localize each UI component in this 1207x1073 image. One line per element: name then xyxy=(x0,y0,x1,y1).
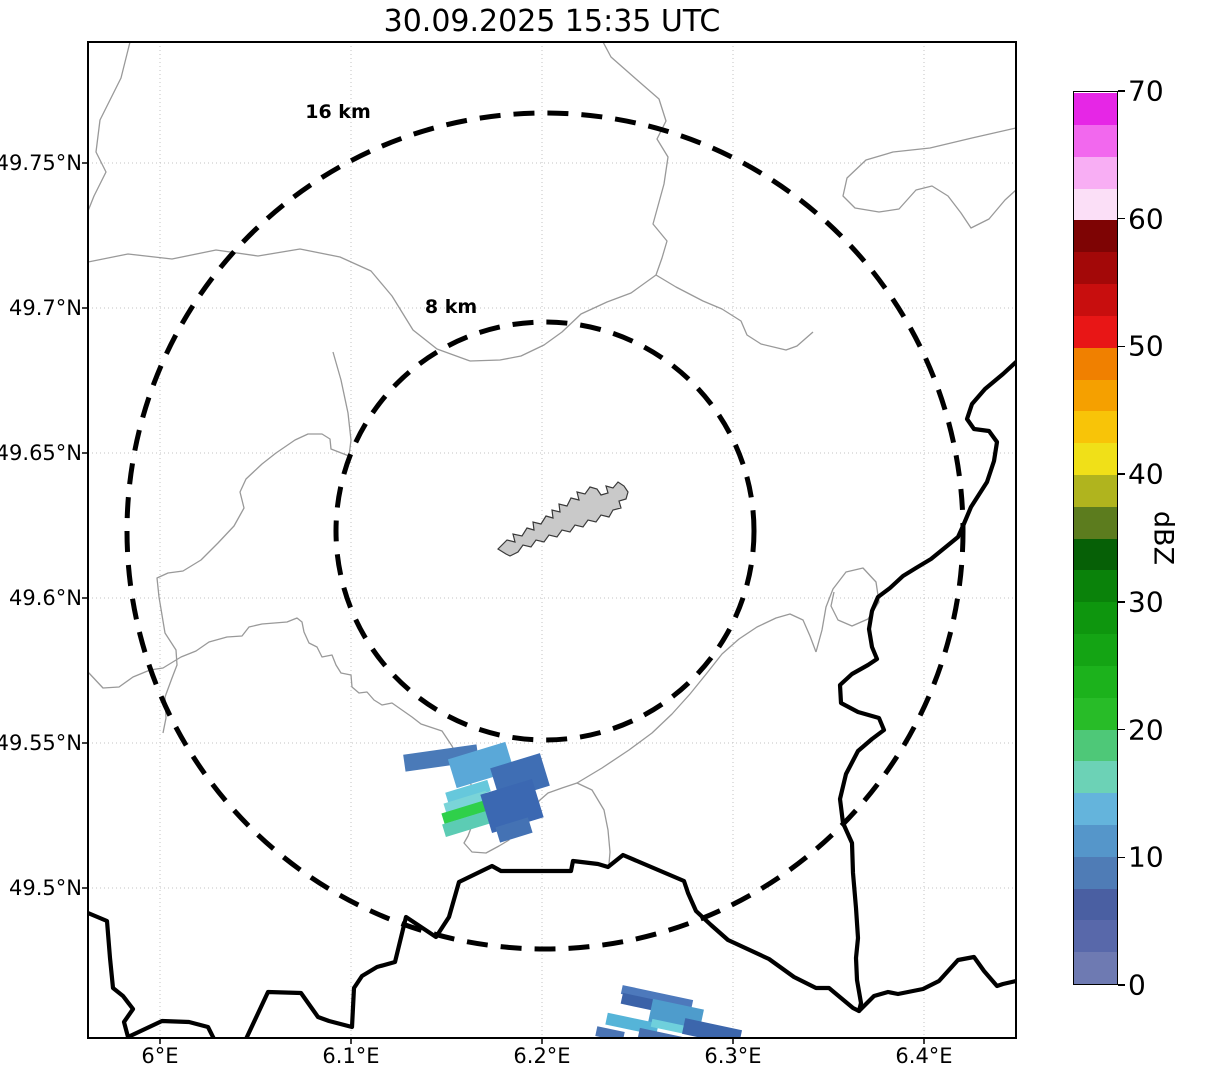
colorbar-cell xyxy=(1074,601,1117,635)
colorbar-cell xyxy=(1074,569,1117,603)
river-line xyxy=(842,127,1016,229)
radar-echo-cell xyxy=(443,790,489,814)
colorbar-cell xyxy=(1074,474,1117,507)
country-border-line xyxy=(244,359,1016,1038)
colorbar-axis-label: dBZ xyxy=(1147,510,1179,566)
range-ring-label-16km: 16 km xyxy=(305,101,371,123)
radar-echo-cell xyxy=(495,817,533,843)
radar-echo-cell xyxy=(441,800,489,824)
river-line xyxy=(469,274,657,362)
colorbar-tick-label: 70 xyxy=(1128,74,1164,108)
colorbar-tick-label: 60 xyxy=(1128,202,1164,236)
radar-echo-cell xyxy=(620,985,694,1009)
colorbar-tick-label: 40 xyxy=(1128,457,1164,491)
radar-echo-cell xyxy=(403,744,479,772)
colorbar xyxy=(1073,91,1118,985)
colorbar-tick xyxy=(1118,984,1125,986)
colorbar-cell xyxy=(1074,92,1117,126)
airport-area-polygon xyxy=(497,481,629,557)
river-line xyxy=(602,42,669,276)
colorbar-cell xyxy=(1074,442,1117,475)
y-tick-label: 49.55°N xyxy=(0,731,82,755)
radar-echo-cell xyxy=(595,1026,625,1038)
x-tick-label: 6.2°E xyxy=(513,1044,571,1068)
river-line xyxy=(156,351,352,734)
colorbar-tick-label: 0 xyxy=(1128,968,1146,1002)
colorbar-cell xyxy=(1074,887,1117,921)
colorbar-tick xyxy=(1118,217,1125,220)
colorbar-cell xyxy=(1074,919,1117,953)
colorbar-cell xyxy=(1074,378,1117,412)
y-tick-label: 49.75°N xyxy=(0,151,82,175)
range-ring-label-8km: 8 km xyxy=(424,296,478,318)
colorbar-tick xyxy=(1118,90,1125,92)
y-tick-label: 49.7°N xyxy=(9,296,82,320)
colorbar-tick xyxy=(1118,601,1125,603)
colorbar-cell xyxy=(1074,347,1117,380)
x-tick-label: 6.1°E xyxy=(322,1044,380,1068)
colorbar-cell xyxy=(1074,156,1117,189)
colorbar-cell xyxy=(1074,315,1117,348)
colorbar-cell xyxy=(1074,760,1117,794)
y-tick-label: 49.5°N xyxy=(9,876,82,900)
colorbar-tick-label: 30 xyxy=(1128,585,1164,619)
river-line xyxy=(576,613,817,784)
plot-frame xyxy=(87,41,1017,1039)
y-tick-label: 49.6°N xyxy=(9,586,82,610)
plot-title: 30.09.2025 15:35 UTC xyxy=(383,4,721,39)
colorbar-cell xyxy=(1074,697,1117,730)
river-line xyxy=(655,274,814,351)
x-tick-label: 6.4°E xyxy=(895,1044,953,1068)
radar-echo-cell xyxy=(681,1018,743,1038)
colorbar-cell xyxy=(1074,824,1117,857)
country-border-line xyxy=(88,910,216,1038)
colorbar-tick xyxy=(1118,728,1125,731)
radar-echo-cell xyxy=(442,811,490,837)
colorbar-cell xyxy=(1074,283,1117,316)
river-line xyxy=(88,248,471,362)
colorbar-cell xyxy=(1074,728,1117,762)
range-ring-8km xyxy=(333,319,757,743)
colorbar-tick xyxy=(1118,345,1125,348)
colorbar-tick xyxy=(1118,856,1125,859)
colorbar-cell xyxy=(1074,633,1117,666)
radar-echo-cell xyxy=(445,779,491,805)
colorbar-cell xyxy=(1074,665,1117,698)
colorbar-cell xyxy=(1074,410,1117,444)
range-ring-16km xyxy=(124,110,966,952)
colorbar-cell xyxy=(1074,188,1117,221)
radar-echo-cell xyxy=(447,741,515,789)
x-tick-label: 6.3°E xyxy=(704,1044,762,1068)
colorbar-cell xyxy=(1074,856,1117,889)
colorbar-cell xyxy=(1074,792,1117,825)
y-tick-label: 49.65°N xyxy=(0,441,82,465)
colorbar-cell xyxy=(1074,538,1117,571)
colorbar-tick-label: 10 xyxy=(1128,840,1164,874)
map-content xyxy=(88,42,1016,1038)
colorbar-cell xyxy=(1074,251,1117,285)
colorbar-cell xyxy=(1074,219,1117,253)
colorbar-tick xyxy=(1118,473,1125,475)
river-line xyxy=(815,567,880,653)
radar-echo-cell xyxy=(637,1027,699,1038)
x-tick-label: 6°E xyxy=(141,1044,179,1068)
country-border-line xyxy=(856,954,1016,1014)
colorbar-cell xyxy=(1074,124,1117,157)
river-line xyxy=(88,42,131,212)
colorbar-cell xyxy=(1074,951,1117,984)
colorbar-cell xyxy=(1074,506,1117,539)
colorbar-tick-label: 20 xyxy=(1128,713,1164,747)
colorbar-tick-label: 50 xyxy=(1128,329,1164,363)
